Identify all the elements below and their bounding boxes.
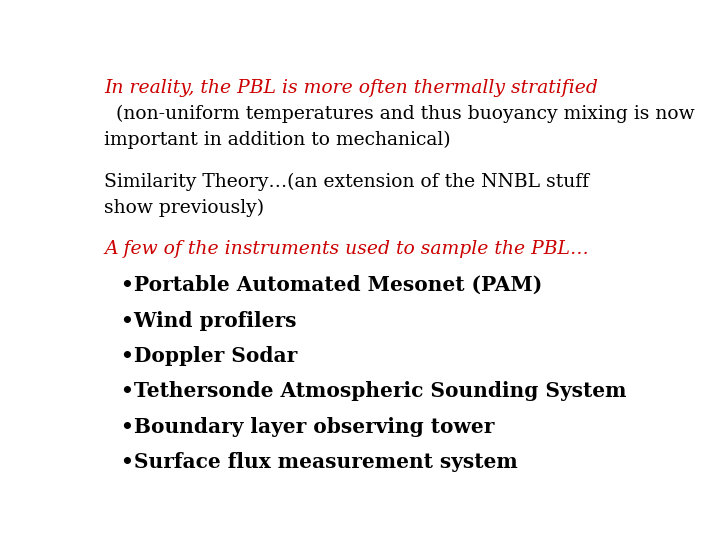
Text: •Portable Automated Mesonet (PAM): •Portable Automated Mesonet (PAM) bbox=[121, 275, 542, 295]
Text: •Surface flux measurement system: •Surface flux measurement system bbox=[121, 452, 518, 472]
Text: Similarity Theory…(an extension of the NNBL stuff: Similarity Theory…(an extension of the N… bbox=[104, 172, 589, 191]
Text: •Tethersonde Atmospheric Sounding System: •Tethersonde Atmospheric Sounding System bbox=[121, 381, 626, 401]
Text: important in addition to mechanical): important in addition to mechanical) bbox=[104, 131, 451, 149]
Text: •Doppler Sodar: •Doppler Sodar bbox=[121, 346, 297, 366]
Text: A few of the instruments used to sample the PBL…: A few of the instruments used to sample … bbox=[104, 240, 589, 258]
Text: In reality, the PBL is more often thermally stratified: In reality, the PBL is more often therma… bbox=[104, 79, 598, 97]
Text: show previously): show previously) bbox=[104, 198, 264, 217]
Text: (non-uniform temperatures and thus buoyancy mixing is now: (non-uniform temperatures and thus buoya… bbox=[104, 105, 695, 123]
Text: •Wind profilers: •Wind profilers bbox=[121, 310, 296, 330]
Text: •Boundary layer observing tower: •Boundary layer observing tower bbox=[121, 416, 494, 436]
